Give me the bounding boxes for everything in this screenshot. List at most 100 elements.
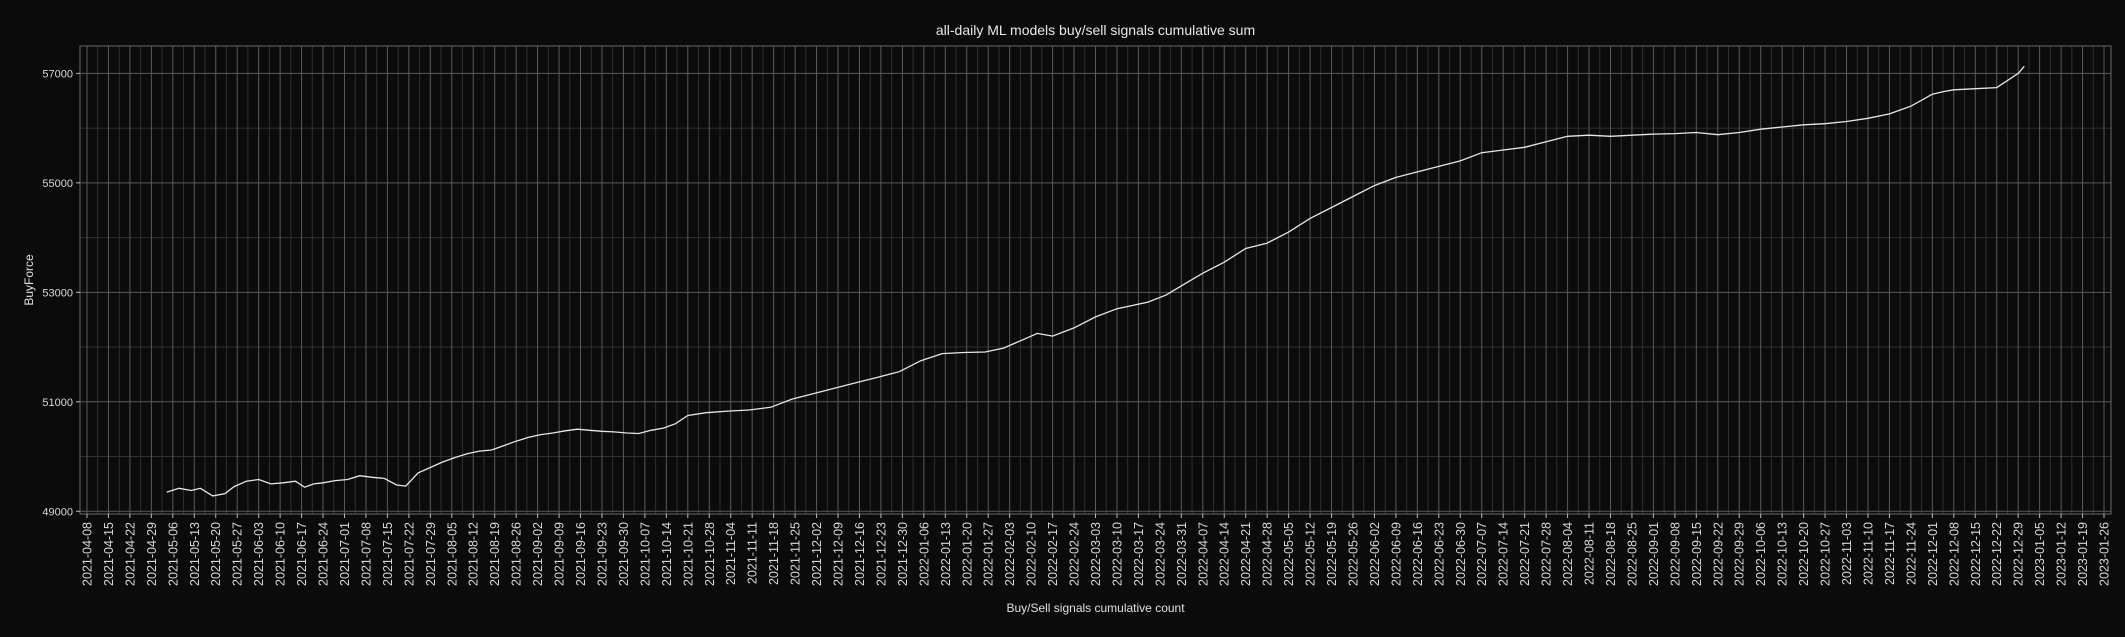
x-tick-label: 2022-03-24 (1153, 522, 1167, 586)
x-tick-label: 2022-04-07 (1196, 522, 1210, 586)
x-tick-label: 2021-12-02 (810, 522, 824, 586)
x-tick-label: 2021-07-22 (402, 522, 416, 586)
x-tick-label: 2021-09-02 (531, 522, 545, 586)
x-tick-label: 2021-11-18 (767, 522, 781, 585)
x-tick-label: 2022-10-27 (1819, 522, 1833, 586)
x-tick-label: 2022-09-15 (1690, 522, 1704, 586)
x-tick-label: 2022-01-20 (960, 522, 974, 586)
x-tick-label: 2022-06-09 (1389, 522, 1403, 586)
x-tick-label: 2021-08-19 (488, 522, 502, 586)
x-tick-label: 2021-05-13 (188, 522, 202, 586)
x-tick-label: 2022-10-20 (1797, 522, 1811, 586)
x-tick-label: 2021-12-09 (832, 522, 846, 586)
x-tick-label: 2021-07-29 (424, 522, 438, 586)
x-tick-label: 2021-04-29 (145, 522, 159, 586)
x-tick-label: 2022-10-06 (1754, 522, 1768, 586)
x-tick-label: 2022-04-14 (1218, 522, 1232, 586)
y-axis-label: BuyForce (22, 254, 36, 306)
x-tick-label: 2021-10-28 (703, 522, 717, 586)
x-tick-label: 2022-05-05 (1282, 522, 1296, 586)
x-tick-label: 2022-07-21 (1518, 522, 1532, 586)
x-tick-label: 2023-01-19 (2076, 522, 2090, 586)
x-tick-label: 2022-09-01 (1647, 522, 1661, 586)
x-tick-label: 2023-01-05 (2033, 522, 2047, 586)
x-tick-label: 2022-05-19 (1325, 522, 1339, 586)
x-tick-label: 2021-09-16 (574, 522, 588, 586)
x-tick-label: 2022-11-24 (1904, 522, 1918, 585)
x-tick-label: 2022-03-17 (1132, 522, 1146, 586)
x-tick-label: 2021-09-30 (617, 522, 631, 586)
x-tick-label: 2022-07-28 (1540, 522, 1554, 586)
x-tick-label: 2022-06-30 (1454, 522, 1468, 586)
x-tick-label: 2022-09-08 (1668, 522, 1682, 586)
x-tick-label: 2021-04-08 (81, 522, 95, 586)
x-tick-label: 2022-09-29 (1733, 522, 1747, 586)
x-tick-label: 2022-12-29 (2012, 522, 2026, 586)
x-tick-label: 2022-12-22 (1990, 522, 2004, 586)
x-tick-label: 2021-04-22 (123, 522, 137, 586)
x-tick-label: 2021-04-15 (102, 522, 116, 586)
x-tick-label: 2022-03-31 (1175, 522, 1189, 586)
x-tick-label: 2021-06-10 (274, 522, 288, 586)
x-tick-label: 2021-06-03 (252, 522, 266, 586)
x-axis-label: Buy/Sell signals cumulative count (1006, 601, 1185, 615)
x-tick-label: 2022-08-25 (1625, 522, 1639, 586)
x-tick-label: 2022-04-28 (1261, 522, 1275, 586)
x-tick-label: 2021-07-01 (338, 522, 352, 586)
x-tick-label: 2022-07-07 (1475, 522, 1489, 586)
x-tick-label: 2022-03-03 (1089, 522, 1103, 586)
x-tick-label: 2022-02-17 (1046, 522, 1060, 586)
x-tick-label: 2022-06-23 (1432, 522, 1446, 586)
x-axis-ticks: 2021-04-08 2021-04-15 2021-04-22 2021-04-29… (81, 514, 2112, 586)
x-tick-label: 2023-01-12 (2055, 522, 2069, 586)
x-tick-label: 2021-08-12 (467, 522, 481, 586)
x-tick-label: 2022-01-13 (939, 522, 953, 586)
x-tick-label: 2021-08-05 (445, 522, 459, 586)
x-tick-label: 2021-09-23 (595, 522, 609, 586)
y-tick-label: 53000 (42, 287, 73, 299)
x-tick-label: 2021-05-06 (166, 522, 180, 586)
y-axis-ticks: 49000 51000 53000 55000 57000 (42, 68, 80, 518)
x-tick-label: 2022-03-10 (1110, 522, 1124, 586)
x-tick-label: 2021-12-30 (896, 522, 910, 586)
x-tick-label: 2022-06-02 (1368, 522, 1382, 586)
x-tick-label: 2021-08-26 (510, 522, 524, 586)
x-tick-label: 2022-12-15 (1969, 522, 1983, 586)
x-tick-label: 2023-01-26 (2098, 522, 2112, 586)
chart-title: all-daily ML models buy/sell signals cum… (936, 22, 1255, 38)
x-tick-label: 2022-08-18 (1604, 522, 1618, 586)
y-tick-label: 51000 (42, 397, 73, 409)
x-tick-label: 2021-06-24 (317, 522, 331, 586)
x-tick-label: 2021-09-09 (553, 522, 567, 586)
x-tick-label: 2022-09-22 (1711, 522, 1725, 586)
x-tick-label: 2022-08-11 (1583, 522, 1597, 585)
x-tick-label: 2022-01-27 (982, 522, 996, 586)
x-tick-label: 2021-05-27 (231, 522, 245, 586)
x-tick-label: 2021-05-20 (209, 522, 223, 586)
x-tick-label: 2021-12-16 (853, 522, 867, 586)
major-grid (80, 46, 2111, 514)
x-tick-label: 2021-10-14 (660, 522, 674, 586)
x-tick-label: 2022-05-12 (1304, 522, 1318, 586)
x-tick-label: 2021-12-23 (874, 522, 888, 586)
x-tick-label: 2021-11-11 (746, 522, 760, 584)
x-tick-label: 2021-10-07 (638, 522, 652, 586)
x-tick-label: 2022-02-10 (1025, 522, 1039, 586)
x-tick-label: 2022-11-03 (1840, 522, 1854, 585)
x-tick-label: 2022-08-04 (1561, 522, 1575, 586)
x-tick-label: 2021-11-25 (789, 522, 803, 585)
x-tick-label: 2021-06-17 (295, 522, 309, 586)
x-tick-label: 2022-01-06 (917, 522, 931, 586)
x-tick-label: 2022-11-17 (1883, 522, 1897, 585)
series-line (166, 65, 2025, 497)
x-tick-label: 2022-02-03 (1003, 522, 1017, 586)
y-tick-label: 55000 (42, 178, 73, 190)
x-tick-label: 2022-11-10 (1861, 522, 1875, 585)
y-tick-label: 49000 (42, 506, 73, 518)
x-tick-label: 2022-12-01 (1926, 522, 1940, 586)
x-tick-label: 2021-11-04 (724, 522, 738, 585)
y-tick-label: 57000 (42, 68, 73, 80)
x-tick-label: 2021-07-08 (359, 522, 373, 586)
